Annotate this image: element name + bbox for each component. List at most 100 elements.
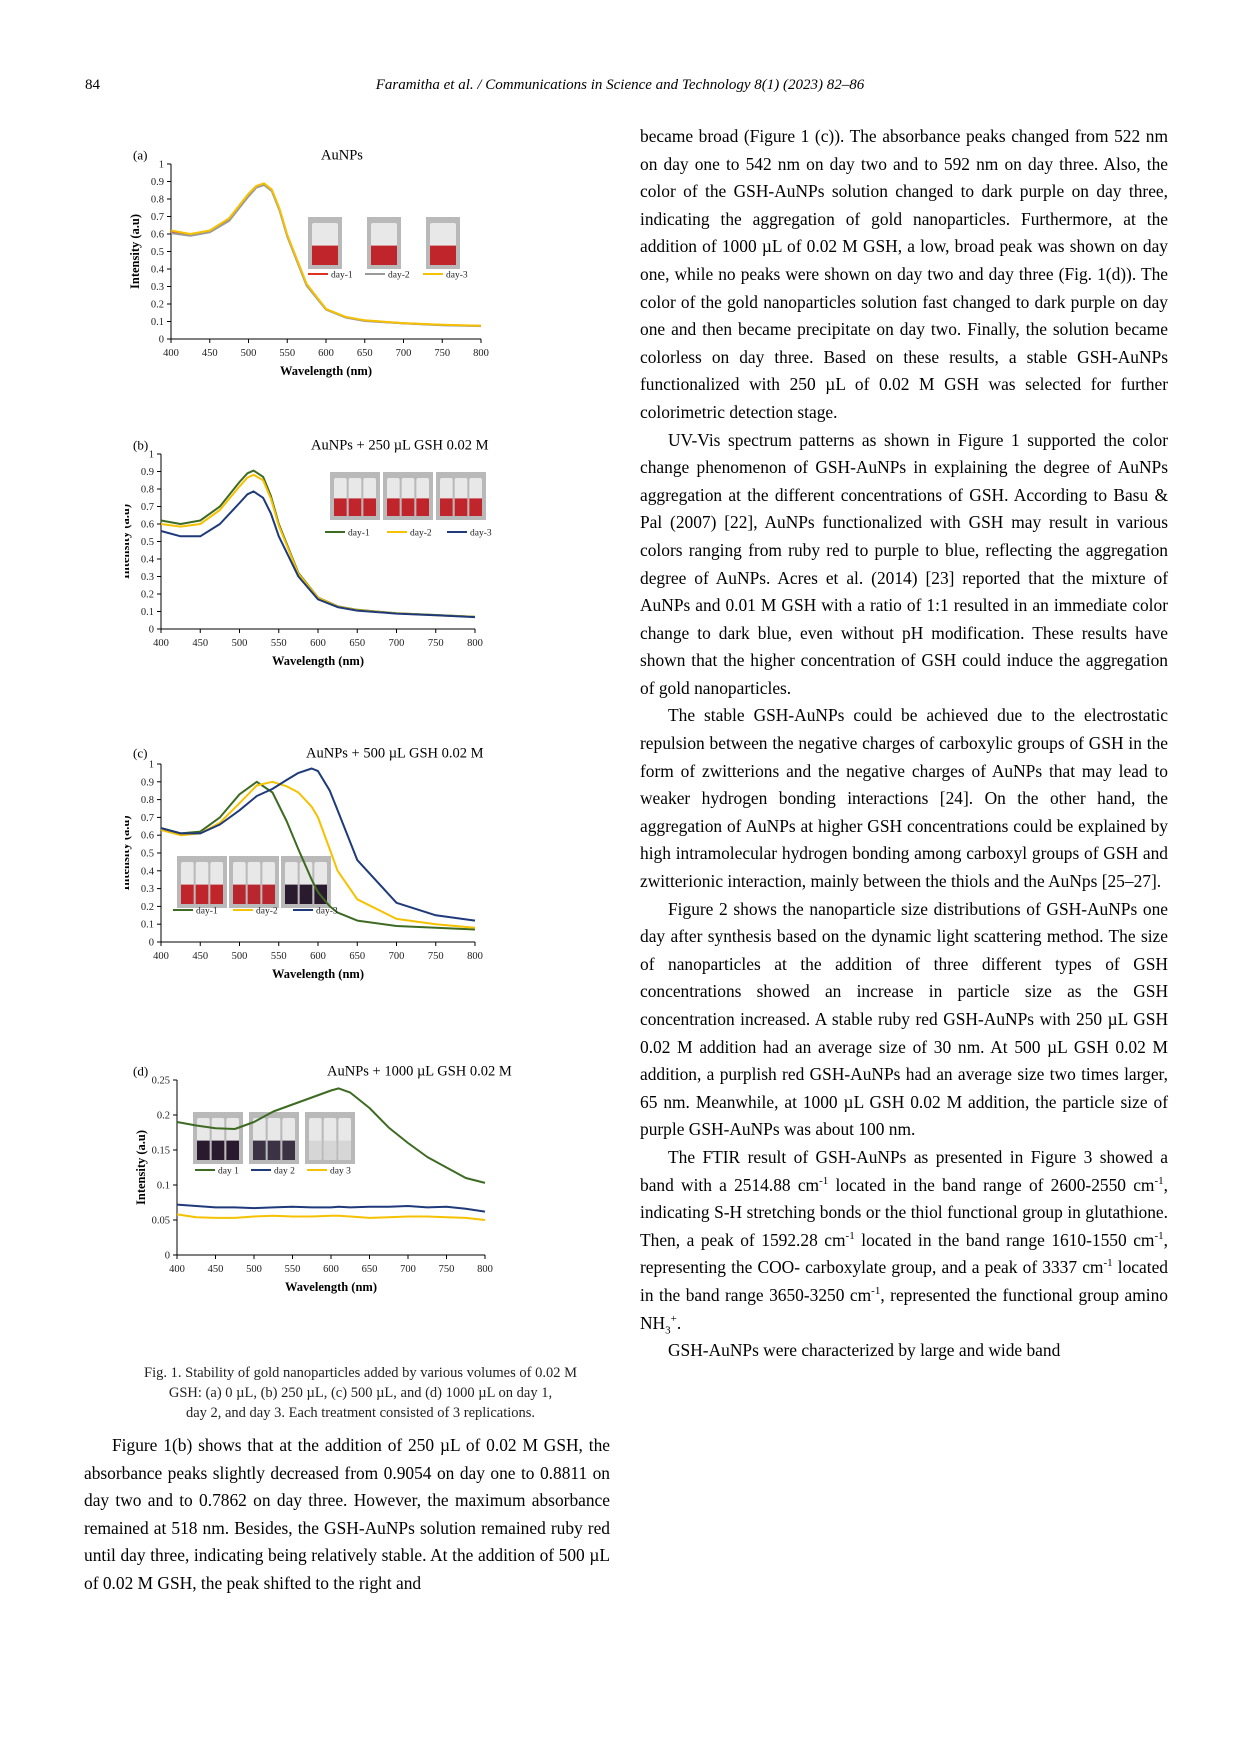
x-tick-label: 650 (357, 348, 373, 359)
figure-panel-b: (b) AuNPs + 250 µL GSH 0.02 M 0 0.1 0.2 0.3 0.… (118, 432, 565, 710)
y-axis-label: Intensity (a.u) (134, 1130, 148, 1205)
y-axis-label: Intensity (a.u) (125, 504, 132, 579)
x-tick-label: 800 (477, 1264, 493, 1275)
y-tick-label: 0.1 (141, 920, 154, 931)
x-tick-label: 700 (389, 638, 405, 649)
y-tick-label: 0.3 (141, 884, 154, 895)
x-tick-label: 500 (241, 348, 257, 359)
x-tick-label: 700 (389, 951, 405, 962)
y-tick-label: 0.2 (151, 300, 164, 311)
body-paragraph: UV-Vis spectrum patterns as shown in Fig… (640, 427, 1168, 703)
vial-photo (383, 472, 433, 520)
vial-photo (177, 856, 227, 908)
body-paragraph: Figure 2 shows the nanoparticle size dis… (640, 896, 1168, 1144)
x-tick-label: 450 (208, 1264, 224, 1275)
chart-title: AuNPs + 250 µL GSH 0.02 M (311, 438, 489, 454)
y-tick-label: 0.7 (151, 212, 164, 223)
caption-line: Fig. 1. Stability of gold nanoparticles … (144, 1365, 577, 1381)
chart-svg: (b) AuNPs + 250 µL GSH 0.02 M 0 0.1 0.2 0.3 0.… (118, 438, 492, 668)
x-tick-label: 600 (310, 951, 326, 962)
y-tick-label: 0 (159, 335, 164, 346)
series-line-day-1 (160, 780, 476, 931)
x-tick-label: 550 (271, 951, 287, 962)
x-tick-label: 600 (323, 1264, 339, 1275)
chart-svg: (c) AuNPs + 500 µL GSH 0.02 M 0 0.1 0.2 0.3 0.… (118, 746, 484, 981)
y-tick-label: 0.15 (152, 1146, 170, 1157)
text-run: . (676, 1312, 682, 1333)
series-line-day-3 (160, 767, 476, 922)
chart-title: AuNPs + 500 µL GSH 0.02 M (306, 746, 484, 762)
x-tick-label: 700 (400, 1264, 416, 1275)
x-tick-label: 450 (192, 638, 208, 649)
x-axis-label: Wavelength (nm) (280, 364, 372, 378)
chart-title: AuNPs + 1000 µL GSH 0.02 M (327, 1064, 512, 1080)
y-tick-label: 0.6 (141, 520, 154, 531)
text-run: located in the band range 1610-1550 cm (854, 1229, 1155, 1250)
text-run: 3 (665, 1324, 671, 1336)
y-tick-label: 1 (159, 160, 164, 171)
y-tick-label: 0.2 (141, 590, 154, 601)
y-tick-label: 0.1 (157, 1181, 170, 1192)
body-paragraph: became broad (Figure 1 (c)). The absorba… (640, 123, 1168, 427)
y-tick-label: 0.7 (141, 502, 154, 513)
panel-label: (a) (133, 148, 147, 163)
y-tick-label: 0.6 (151, 230, 164, 241)
y-tick-label: 0.3 (151, 282, 164, 293)
x-tick-label: 500 (232, 638, 248, 649)
legend-label: day-1 (331, 271, 353, 281)
series-line-day-2 (176, 1203, 486, 1213)
figure-panel-a: (a) AuNPs 0 0.1 0.2 0.3 0.4 0.5 0.6 0.7 0.8 0.9 1 400… (125, 142, 565, 420)
right-column-text: became broad (Figure 1 (c)). The absorba… (640, 123, 1168, 1365)
text-run: -1 (1103, 1257, 1113, 1270)
x-axis-label: Wavelength (nm) (285, 1280, 377, 1294)
figure-caption: Fig. 1. Stability of gold nanoparticles … (108, 1363, 613, 1423)
x-tick-label: 400 (153, 951, 169, 962)
y-tick-label: 0.8 (141, 485, 154, 496)
vial-photo (426, 217, 460, 269)
x-tick-label: 550 (271, 638, 287, 649)
x-tick-label: 600 (310, 638, 326, 649)
y-tick-label: 0.4 (151, 265, 165, 276)
left-column-text: Figure 1(b) shows that at the addition o… (84, 1432, 610, 1598)
text-run: UV-Vis spectrum patterns as shown in Fig… (640, 429, 1168, 698)
text-run: -1 (1154, 1174, 1164, 1187)
x-tick-label: 650 (362, 1264, 378, 1275)
x-tick-label: 750 (439, 1264, 455, 1275)
text-run: , represented the functional group amino… (640, 1284, 1168, 1333)
x-tick-label: 550 (279, 348, 295, 359)
y-tick-label: 0.1 (141, 607, 154, 618)
y-tick-label: 0.25 (152, 1076, 170, 1087)
x-tick-label: 400 (163, 348, 179, 359)
x-tick-label: 450 (192, 951, 208, 962)
x-tick-label: 750 (428, 638, 444, 649)
panel-label: (c) (133, 746, 147, 761)
x-axis-label: Wavelength (nm) (272, 654, 364, 668)
y-tick-label: 0.5 (141, 537, 154, 548)
y-tick-label: 0.05 (152, 1216, 170, 1227)
y-tick-label: 0.9 (141, 467, 154, 478)
body-paragraph: GSH-AuNPs were characterized by large an… (640, 1337, 1168, 1365)
x-tick-label: 550 (285, 1264, 301, 1275)
x-tick-label: 750 (428, 951, 444, 962)
legend-label: day-1 (348, 529, 370, 539)
caption-line: day 2, and day 3. Each treatment consist… (185, 1405, 536, 1421)
vial-photo (193, 1112, 243, 1164)
y-tick-label: 0.8 (141, 795, 154, 806)
series-line-day-3 (170, 182, 482, 327)
x-tick-label: 600 (318, 348, 334, 359)
legend-label: day-3 (446, 271, 468, 281)
y-tick-label: 0.9 (151, 177, 164, 188)
x-tick-label: 500 (246, 1264, 262, 1275)
legend-label: day 3 (330, 1167, 351, 1177)
text-run: -1 (1154, 1229, 1164, 1242)
vial-photo (330, 472, 380, 520)
y-tick-label: 0.5 (151, 247, 164, 258)
vial-photo (308, 217, 342, 269)
text-run: + (670, 1312, 677, 1325)
text-run: The stable GSH-AuNPs could be achieved d… (640, 705, 1168, 892)
caption-line: GSH: (a) 0 µL, (b) 250 µL, (c) 500 µL, a… (168, 1385, 553, 1401)
y-axis-label: Intensity (a.u) (125, 815, 132, 890)
vial-photo (305, 1112, 355, 1164)
x-tick-label: 800 (473, 348, 489, 359)
x-tick-label: 400 (153, 638, 169, 649)
